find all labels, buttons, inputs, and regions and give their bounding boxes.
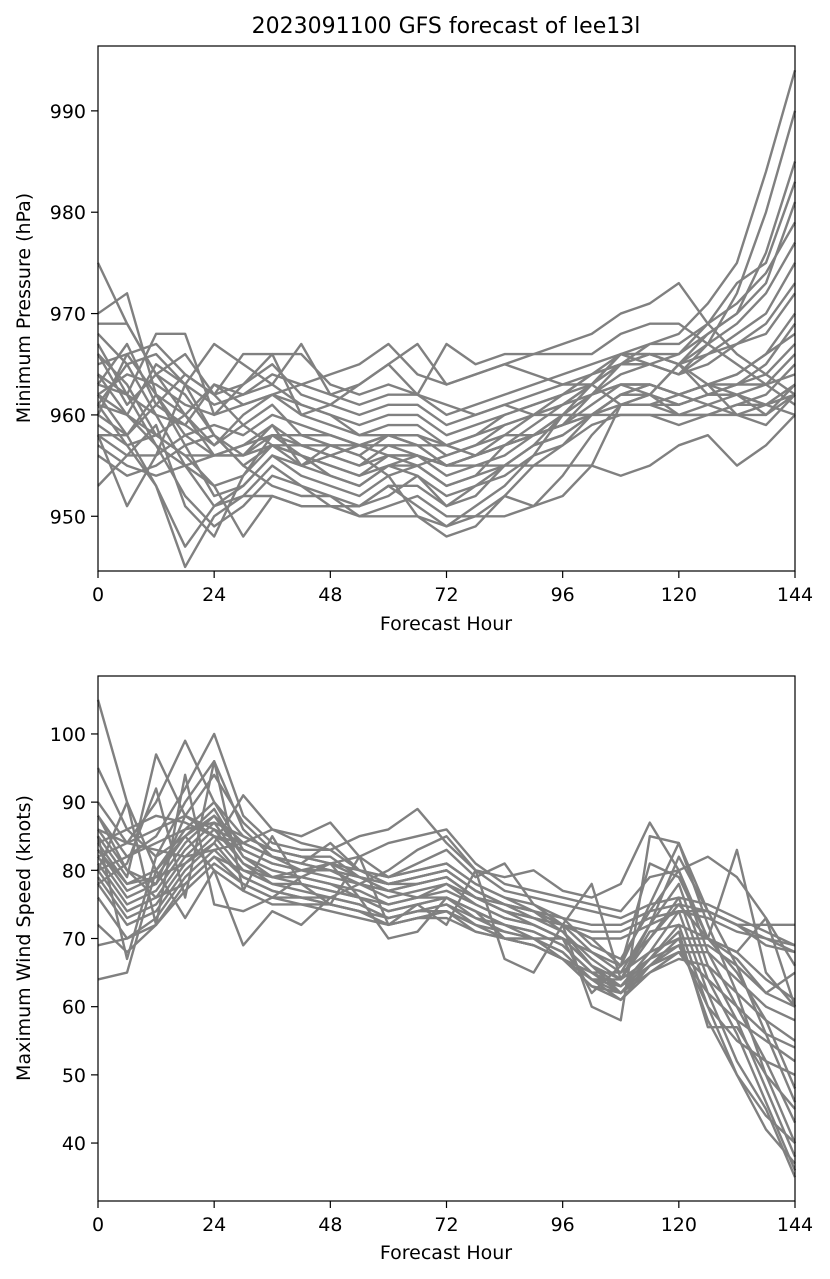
- chart-title: 2023091100 GFS forecast of lee13l: [252, 14, 641, 39]
- pressure-y-ticks: 950 960 970 980 990: [50, 101, 98, 528]
- wind-series-line-20: [97, 814, 796, 954]
- pressure-panel: 0 24 48 72 96 120 144 950 960 970 980 990 Forecast…: [13, 45, 813, 635]
- wind-series-line-25: [96, 773, 796, 995]
- pressure-series-line-25: [97, 363, 796, 538]
- wind-series-line-21: [97, 807, 796, 947]
- wind-y-tick-label: 100: [50, 724, 86, 746]
- wind-panel: 0 24 48 72 96 120 144 40 50 60 70 80 90 100 Forecast…: [13, 675, 813, 1264]
- wind-y-tick-label: 40: [62, 1133, 86, 1155]
- pressure-series-group: [96, 69, 797, 569]
- pressure-x-tick-label: 48: [318, 584, 342, 606]
- pressure-x-ticks: 0 24 48 72 96 120 144: [92, 571, 813, 606]
- wind-y-tick-label: 60: [62, 997, 86, 1019]
- pressure-x-tick-label: 72: [434, 584, 458, 606]
- pressure-y-tick-label: 980: [50, 202, 86, 224]
- wind-y-tick-label: 50: [62, 1065, 86, 1087]
- pressure-series-line-16: [97, 363, 796, 538]
- wind-x-ticks: 0 24 48 72 96 120 144: [92, 1201, 813, 1236]
- wind-x-tick-label: 120: [661, 1214, 697, 1236]
- pressure-y-tick-label: 960: [50, 405, 86, 427]
- pressure-x-tick-label: 0: [92, 584, 104, 606]
- wind-series-group: [96, 699, 797, 1178]
- pressure-x-axis-label: Forecast Hour: [380, 613, 512, 635]
- wind-y-ticks: 40 50 60 70 80 90 100: [50, 724, 98, 1155]
- wind-y-tick-label: 80: [62, 860, 86, 882]
- pressure-series-line-22: [96, 342, 796, 467]
- wind-x-tick-label: 96: [551, 1214, 575, 1236]
- wind-x-tick-label: 24: [202, 1214, 226, 1236]
- pressure-y-tick-label: 990: [50, 101, 86, 123]
- pressure-y-axis-label: Minimum Pressure (hPa): [13, 193, 35, 423]
- wind-series-line-19: [97, 814, 796, 947]
- wind-y-tick-label: 90: [62, 792, 86, 814]
- wind-x-tick-label: 144: [777, 1214, 813, 1236]
- pressure-series-line-27: [98, 383, 796, 467]
- pressure-y-tick-label: 950: [50, 506, 86, 528]
- wind-y-tick-label: 70: [62, 929, 86, 951]
- pressure-x-tick-label: 144: [777, 584, 813, 606]
- pressure-x-tick-label: 120: [661, 584, 697, 606]
- wind-series-line-16: [97, 862, 796, 1008]
- pressure-y-tick-label: 970: [50, 304, 86, 326]
- wind-series-line-26: [97, 760, 797, 1008]
- wind-x-tick-label: 0: [92, 1214, 104, 1236]
- wind-x-tick-label: 48: [318, 1214, 342, 1236]
- wind-series-line-24: [97, 794, 796, 1022]
- wind-x-tick-label: 72: [434, 1214, 458, 1236]
- wind-x-axis-label: Forecast Hour: [380, 1242, 512, 1264]
- wind-y-axis-label: Maximum Wind Speed (knots): [13, 795, 35, 1081]
- pressure-x-tick-label: 24: [202, 584, 226, 606]
- pressure-x-tick-label: 96: [551, 584, 575, 606]
- wind-series-line-23: [96, 821, 796, 1008]
